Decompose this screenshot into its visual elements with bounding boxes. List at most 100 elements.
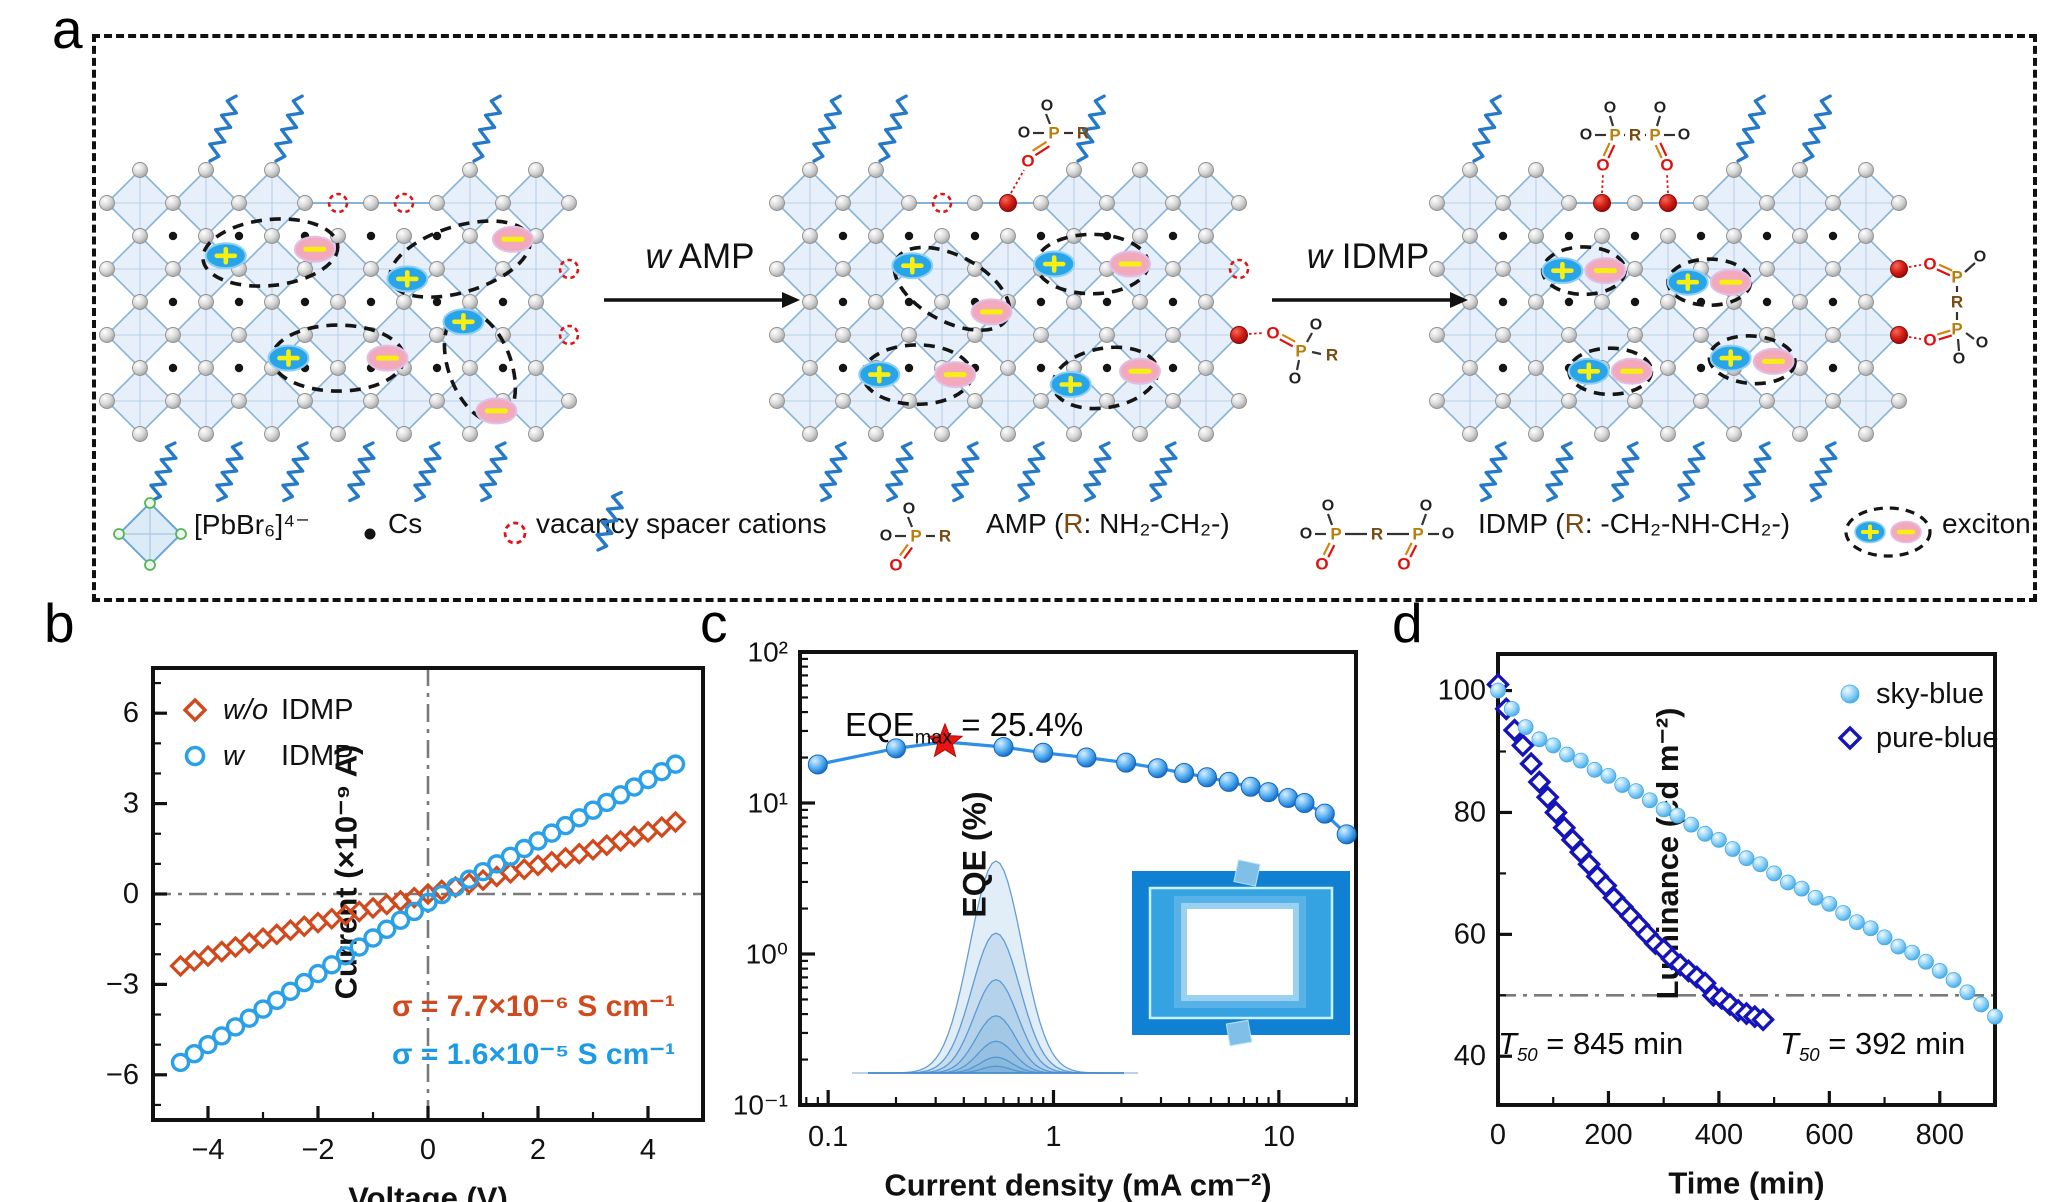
bonded-o-site <box>1659 194 1677 212</box>
svg-text:Current density (mA cm⁻²): Current density (mA cm⁻²) <box>884 1168 1271 1202</box>
svg-text:2: 2 <box>530 1134 546 1166</box>
bonded-o-site <box>1593 194 1611 212</box>
panel-c-chart: 0.1 1 10 10⁻¹ 10⁰ 10¹ 10² Current density (mA c… <box>733 637 1358 1202</box>
electron <box>1752 347 1795 375</box>
excitons <box>1540 245 1797 397</box>
svg-text:200: 200 <box>1584 1119 1632 1151</box>
legend-octahedron-label: [PbBr₆]⁴⁻ <box>194 509 310 540</box>
panel-b-chart: −4 −2 0 2 4 −6 −3 0 3 6 Voltage (V) Current (×10⁻⁹ … <box>106 666 705 1202</box>
hole <box>442 308 485 336</box>
sigma-wo-idmp: σ = 7.7×10⁻⁶ S cm⁻¹ <box>392 990 675 1023</box>
electron <box>1610 357 1653 385</box>
spacer-cations <box>149 94 508 503</box>
spacer-cations <box>812 94 1178 503</box>
svg-text:O: O <box>1976 335 1988 352</box>
vacancy-marker <box>558 258 580 280</box>
svg-text:−3: −3 <box>106 968 139 1000</box>
hole <box>858 361 901 389</box>
svg-text:600: 600 <box>1805 1119 1853 1151</box>
lattice-pristine <box>99 94 580 503</box>
svg-text:0: 0 <box>420 1134 436 1166</box>
panel-a-label: a <box>52 0 83 60</box>
vacancy-marker <box>327 192 349 214</box>
excitons <box>858 232 1161 411</box>
svg-text:O: O <box>1953 351 1965 368</box>
hole <box>891 252 934 280</box>
panel-d-label: d <box>1392 592 1423 654</box>
arrow-w-amp: w AMP <box>604 238 800 308</box>
eqe-max-annotation: EQEmax = 25.4% <box>845 706 1084 749</box>
svg-text:R: R <box>1077 124 1089 143</box>
panel-b-label: b <box>44 592 75 654</box>
series-sky-blue <box>1490 682 2003 1025</box>
svg-text:−4: −4 <box>191 1134 224 1166</box>
svg-text:P: P <box>910 527 921 546</box>
svg-text:w IDMP: w IDMP <box>1307 238 1430 276</box>
legend-idmp-label: IDMP (R: -CH₂-NH-CH₂-) <box>1478 508 1791 539</box>
svg-text:O: O <box>903 501 915 518</box>
svg-text:O: O <box>1041 98 1053 115</box>
svg-text:P: P <box>1609 126 1620 145</box>
svg-text:400: 400 <box>1695 1119 1743 1151</box>
t50-845-annotation: T50 = 845 min <box>1498 1026 1684 1066</box>
vacancy-marker <box>1228 258 1250 280</box>
svg-text:80: 80 <box>1454 796 1486 828</box>
hole <box>1049 371 1092 398</box>
svg-text:3: 3 <box>123 788 139 820</box>
svg-text:40: 40 <box>1454 1040 1486 1072</box>
svg-text:O: O <box>1322 498 1334 515</box>
svg-text:R: R <box>1951 293 1963 312</box>
hole <box>1541 257 1584 285</box>
svg-text:sky-blue: sky-blue <box>1876 678 1984 710</box>
svg-text:w: w <box>223 740 246 772</box>
exciton-icon <box>1844 506 1932 558</box>
eqe-max-star <box>926 722 964 758</box>
svg-text:O: O <box>1580 127 1592 144</box>
svg-text:O: O <box>1654 100 1666 117</box>
svg-text:10¹: 10¹ <box>748 788 788 819</box>
electron <box>1709 268 1752 296</box>
legend-exciton-label: exciton <box>1942 508 2031 539</box>
svg-text:O: O <box>1315 555 1328 574</box>
svg-text:EQE (%): EQE (%) <box>957 791 993 917</box>
bonded-o-site <box>999 194 1017 212</box>
svg-text:P: P <box>1330 525 1341 544</box>
electron <box>934 361 977 389</box>
svg-text:Current (×10⁻⁹ A): Current (×10⁻⁹ A) <box>329 745 364 1000</box>
svg-text:O: O <box>889 556 902 575</box>
svg-text:10²: 10² <box>748 637 788 668</box>
sigma-w-idmp: σ = 1.6×10⁻⁵ S cm⁻¹ <box>392 1038 676 1071</box>
electron <box>1109 250 1152 278</box>
bonded-o-site <box>1230 326 1248 344</box>
svg-text:O: O <box>1018 125 1030 142</box>
hole <box>1666 268 1709 296</box>
svg-text:0.1: 0.1 <box>808 1121 848 1153</box>
bonded-o-site <box>1890 260 1908 278</box>
legend-spacer-label: spacer cations <box>646 508 827 539</box>
svg-text:O: O <box>1604 100 1616 117</box>
electron <box>970 298 1013 326</box>
svg-text:P: P <box>1951 268 1962 287</box>
electron <box>491 225 534 253</box>
svg-text:−2: −2 <box>301 1134 334 1166</box>
svg-text:P: P <box>1048 124 1059 143</box>
svg-text:O: O <box>1300 526 1312 543</box>
svg-text:10⁰: 10⁰ <box>746 939 788 970</box>
br-sites <box>1429 162 1907 442</box>
vacancy-marker <box>558 324 580 346</box>
hole <box>204 242 247 270</box>
svg-text:O: O <box>1397 555 1410 574</box>
svg-text:pure-blue: pure-blue <box>1876 722 1999 754</box>
legend-amp-label: AMP (R: NH₂-CH₂-) <box>986 508 1230 539</box>
idmp-molecule-icon: P PRO OO OO O <box>1300 498 1454 574</box>
svg-text:O: O <box>1596 156 1609 175</box>
spacer-cations <box>1472 94 1838 503</box>
hole <box>267 344 310 372</box>
svg-text:0: 0 <box>1490 1119 1506 1151</box>
series-w-idmp <box>170 754 686 1073</box>
